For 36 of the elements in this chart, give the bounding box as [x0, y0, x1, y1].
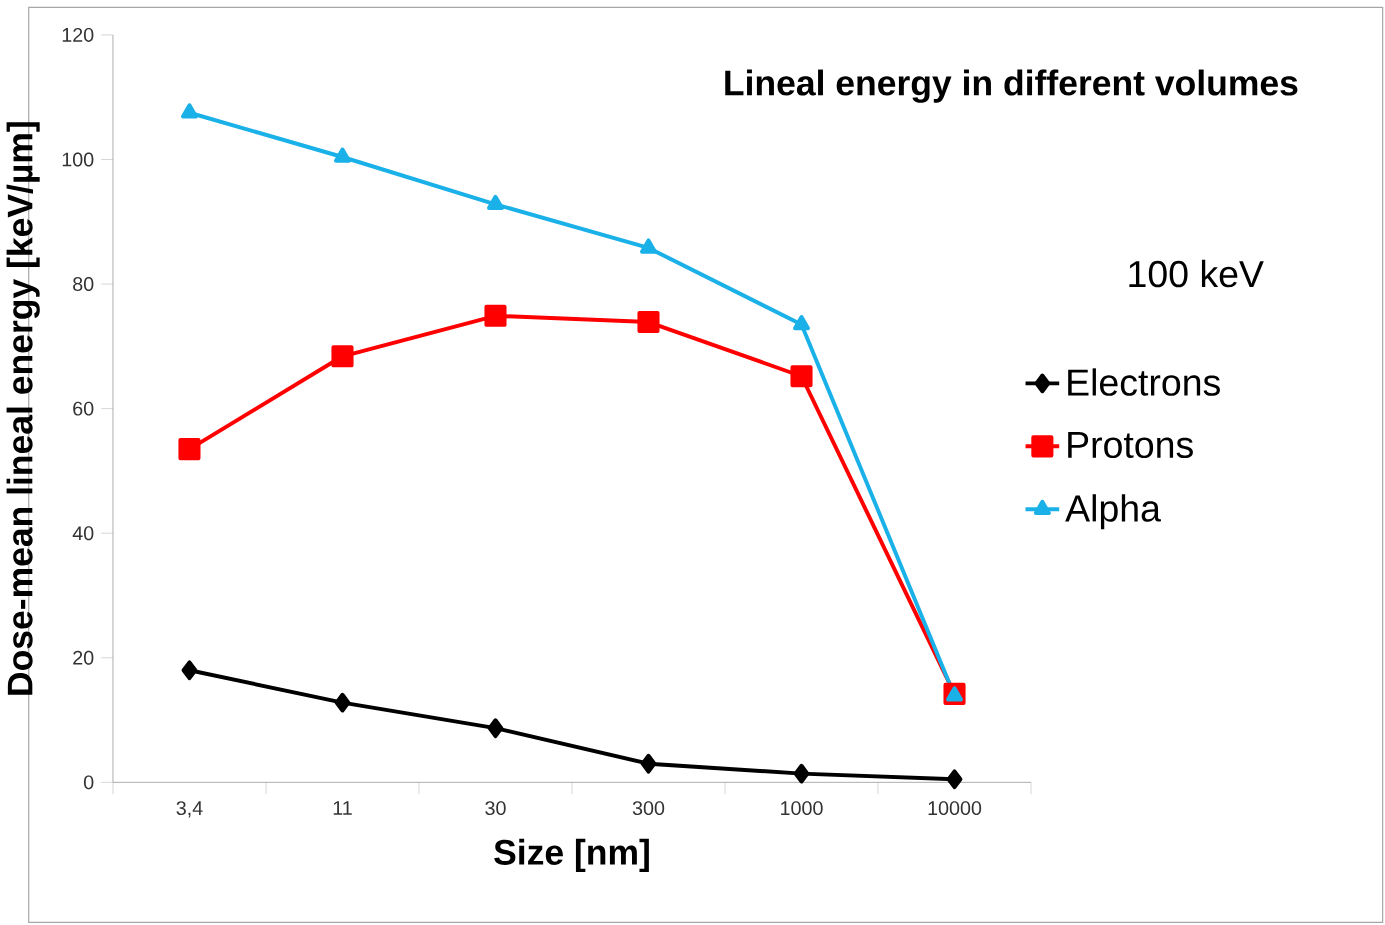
point — [484, 304, 507, 327]
y-tick-label: 120 — [62, 28, 94, 42]
x-tick-label: 1000 — [781, 801, 823, 816]
x-tick-label: 30 — [485, 801, 506, 816]
point — [178, 438, 201, 461]
point — [334, 692, 351, 713]
point — [487, 718, 504, 739]
y-tick-label: 20 — [73, 650, 94, 665]
y-tick-label: 40 — [72, 526, 94, 541]
point — [334, 147, 351, 163]
x-tick-label: 10000 — [928, 801, 982, 816]
x-tick-label: 11 — [333, 801, 352, 815]
y-tick-label: 100 — [62, 152, 94, 167]
y-tick-label: 60 — [73, 401, 94, 416]
x-axis-title: Size [nm] — [494, 839, 649, 873]
point — [331, 345, 354, 368]
text: 100 keV — [1129, 259, 1264, 288]
point — [793, 315, 810, 331]
point — [790, 365, 813, 388]
y-tick-label: 80 — [73, 277, 94, 292]
y-tick-label: 0 — [83, 775, 94, 790]
point — [637, 311, 660, 334]
y-axis-title: Dose-mean lineal energy [keV/µm] — [6, 122, 40, 695]
point — [946, 769, 963, 790]
point — [181, 660, 198, 681]
point — [640, 753, 657, 774]
legend-label: Electrons — [1068, 368, 1220, 396]
legend-label: Alpha — [1065, 494, 1161, 530]
point — [640, 238, 657, 254]
text: Lineal energy in different volumes — [725, 69, 1298, 103]
point — [487, 194, 504, 211]
x-tick-label: 300 — [632, 801, 665, 816]
point — [181, 103, 198, 119]
legend-label: Protons — [1068, 432, 1193, 459]
point — [793, 763, 810, 784]
x-tick-label: 3,4 — [176, 801, 203, 818]
